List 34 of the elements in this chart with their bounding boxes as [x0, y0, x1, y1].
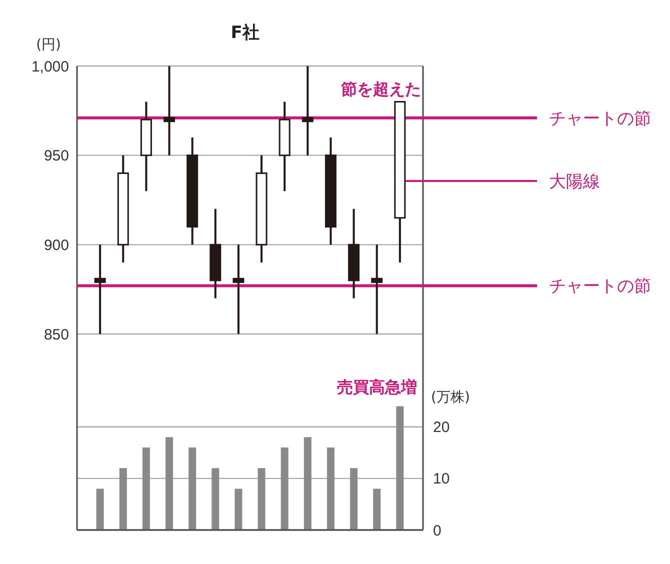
chart-title: F社: [230, 23, 260, 43]
candlestick: [371, 244, 383, 335]
bar: [373, 488, 381, 530]
bar: [280, 447, 288, 530]
ref-line-label: チャートの節: [549, 108, 651, 129]
bar: [350, 468, 358, 530]
bar: [119, 468, 127, 530]
y-axis-title: (円): [36, 36, 61, 53]
y-axis-title: (万株): [431, 390, 470, 406]
candlestick: [302, 65, 314, 156]
bar: [234, 488, 242, 530]
y-tick-label: 900: [44, 236, 69, 254]
y-tick-label: 950: [44, 148, 69, 165]
y-tick-label: 20: [433, 419, 450, 436]
ref-line-label: チャートの節: [549, 276, 651, 297]
bar: [212, 468, 220, 530]
y-tick-label: 1,000: [31, 58, 69, 76]
bar: [326, 447, 334, 530]
bar: [396, 406, 404, 530]
y-tick-label: 850: [44, 326, 69, 344]
y-tick-label: 0: [433, 522, 442, 540]
bar: [142, 447, 150, 530]
bar: [304, 437, 312, 530]
candlestick: [164, 65, 176, 156]
annotation: 節を超えた: [340, 80, 421, 99]
y-tick-label: 10: [433, 470, 450, 488]
candlestick: [94, 244, 106, 335]
text: 大陽線: [549, 172, 600, 192]
bar: [188, 447, 196, 530]
bar: [96, 488, 104, 530]
candlestick: [232, 244, 244, 335]
bar: [258, 468, 266, 530]
bar: [166, 437, 174, 530]
annotation: 売買高急増: [337, 378, 417, 397]
